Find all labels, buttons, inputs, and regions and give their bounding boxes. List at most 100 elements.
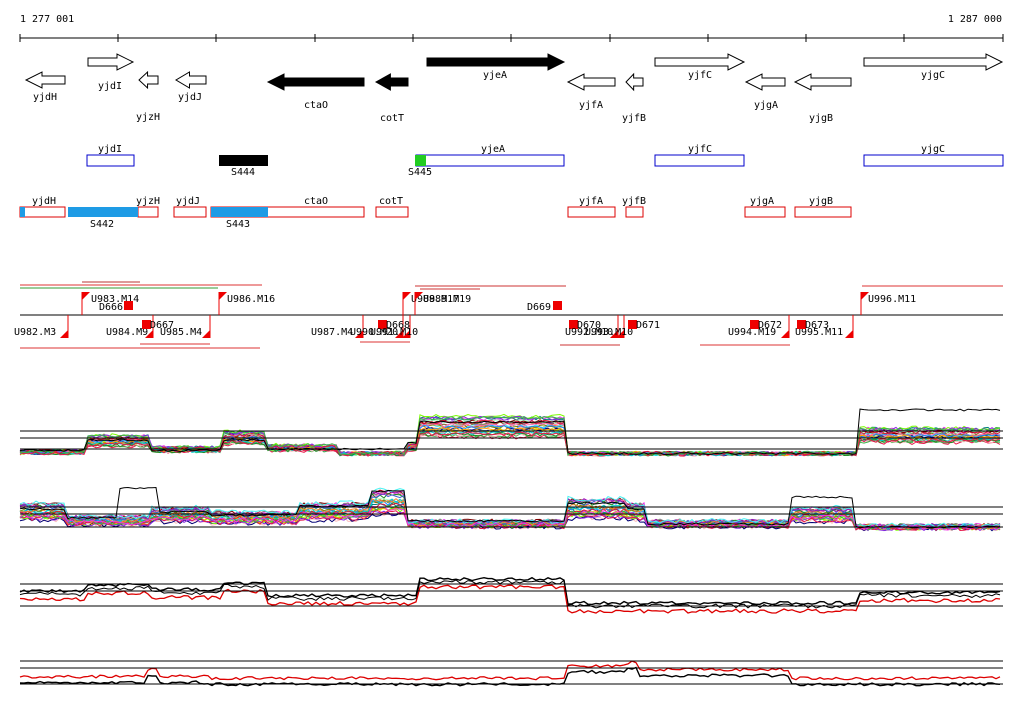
marker-flag[interactable] <box>861 292 869 300</box>
transcript-box[interactable] <box>86 154 135 167</box>
marker-flag[interactable] <box>145 330 153 338</box>
marker-square[interactable] <box>750 320 759 329</box>
marker-flag[interactable] <box>202 330 210 338</box>
transcript-label: yjeA <box>481 144 505 155</box>
gene-label: yjdH <box>33 92 57 103</box>
marker-label: D668 <box>386 320 410 331</box>
marker-label: U990.M20 <box>350 327 398 338</box>
operon-box[interactable] <box>375 206 409 218</box>
expression-trace <box>19 490 1001 530</box>
expression-trace <box>19 584 1001 614</box>
marker-label: U991.M10 <box>370 327 418 338</box>
gene-arrow[interactable] <box>87 53 135 71</box>
marker-label: U982.M3 <box>14 327 56 338</box>
segment-label: S443 <box>226 219 250 230</box>
transcript-box[interactable] <box>863 154 1004 167</box>
marker-flag[interactable] <box>781 330 789 338</box>
gene-label: yjdI <box>98 81 122 92</box>
gene-label: yjzH <box>136 112 160 123</box>
marker-square[interactable] <box>124 301 133 310</box>
operon-label: yjgB <box>809 196 833 207</box>
marker-label: U989.M19 <box>423 294 471 305</box>
operon-box[interactable] <box>567 206 616 218</box>
expression-trace <box>19 666 1001 687</box>
transcript-box[interactable] <box>654 154 745 167</box>
gene-arrow[interactable] <box>138 70 159 90</box>
operon-box[interactable] <box>625 206 644 218</box>
segment-bar[interactable] <box>219 155 268 166</box>
marker-flag[interactable] <box>82 292 90 300</box>
operon-box[interactable] <box>173 206 207 218</box>
expression-profile-panels <box>19 408 1003 687</box>
marker-label: U988.M17 <box>411 294 459 305</box>
gene-label: yjfA <box>579 100 603 111</box>
segment-bar <box>20 207 25 217</box>
marker-flag[interactable] <box>616 330 624 338</box>
gene-arrow[interactable] <box>654 53 746 71</box>
operon-label: yjgA <box>750 196 774 207</box>
marker-flag[interactable] <box>415 292 423 300</box>
gene-arrow[interactable] <box>266 73 365 91</box>
gene-label: yjgC <box>921 70 945 81</box>
operon-label: cotT <box>379 196 403 207</box>
transcript-box[interactable] <box>415 154 565 167</box>
segment-bar[interactable] <box>415 155 426 166</box>
marker-flag[interactable] <box>355 330 363 338</box>
expression-trace <box>19 431 1001 457</box>
marker-flag[interactable] <box>403 292 411 300</box>
marker-label: U992.M10 <box>565 327 613 338</box>
operon-label: yjfA <box>579 196 603 207</box>
gene-label: cotT <box>380 113 404 124</box>
segment-bar[interactable] <box>68 207 138 217</box>
ruler-ticks <box>19 34 1004 42</box>
gene-arrow[interactable] <box>426 53 566 71</box>
marker-label: D673 <box>805 320 829 331</box>
operon-box[interactable] <box>744 206 786 218</box>
marker-label: U984.M9 <box>106 327 148 338</box>
marker-square[interactable] <box>569 320 578 329</box>
coordinate-ruler: 1 277 001 1 287 000 <box>19 14 1004 42</box>
marker-flag[interactable] <box>60 330 68 338</box>
marker-label: D672 <box>758 320 782 331</box>
marker-square[interactable] <box>797 320 806 329</box>
gene-arrow[interactable] <box>566 73 616 91</box>
marker-square[interactable] <box>628 320 637 329</box>
reverse-transcript-track: yjdH yjzH yjdJ ctaO cotT yjfA yjfB yjgA yjgB S442… <box>19 196 852 230</box>
transcript-label: yjfC <box>688 144 712 155</box>
marker-flag[interactable] <box>845 330 853 338</box>
operon-box[interactable] <box>794 206 852 218</box>
ruler-end-label: 1 287 000 <box>948 14 1002 25</box>
marker-label: U996.M11 <box>868 294 916 305</box>
segment-bar[interactable] <box>211 207 268 217</box>
gene-label: ctaO <box>304 100 328 111</box>
marker-square[interactable] <box>378 320 387 329</box>
marker-flag[interactable] <box>219 292 227 300</box>
expression-trace <box>19 486 1001 529</box>
ruler-start-label: 1 277 001 <box>20 14 74 25</box>
gene-arrow[interactable] <box>625 72 644 92</box>
gene-arrow[interactable] <box>744 73 786 91</box>
gene-arrow[interactable] <box>175 71 207 89</box>
marker-square[interactable] <box>553 301 562 310</box>
gene-arrow[interactable] <box>863 53 1004 71</box>
marker-flag[interactable] <box>395 330 403 338</box>
marker-label: U987.M4 <box>311 327 353 338</box>
marker-flag[interactable] <box>402 330 410 338</box>
marker-label: D671 <box>636 320 660 331</box>
gene-arrow[interactable] <box>24 71 66 89</box>
marker-label: D666 <box>99 302 123 313</box>
marker-label: U995.M11 <box>795 327 843 338</box>
marker-flag[interactable] <box>610 330 618 338</box>
operon-box[interactable] <box>19 206 66 218</box>
operon-label: ctaO <box>304 196 328 207</box>
segment-label: S442 <box>90 219 114 230</box>
operon-label: yjfB <box>622 196 646 207</box>
gene-arrow[interactable] <box>793 73 852 91</box>
transcript-label: yjgC <box>921 144 945 155</box>
gene-arrow[interactable] <box>374 73 409 91</box>
marker-square[interactable] <box>142 320 151 329</box>
operon-box[interactable] <box>137 206 159 218</box>
transcript-label: yjdI <box>98 144 122 155</box>
